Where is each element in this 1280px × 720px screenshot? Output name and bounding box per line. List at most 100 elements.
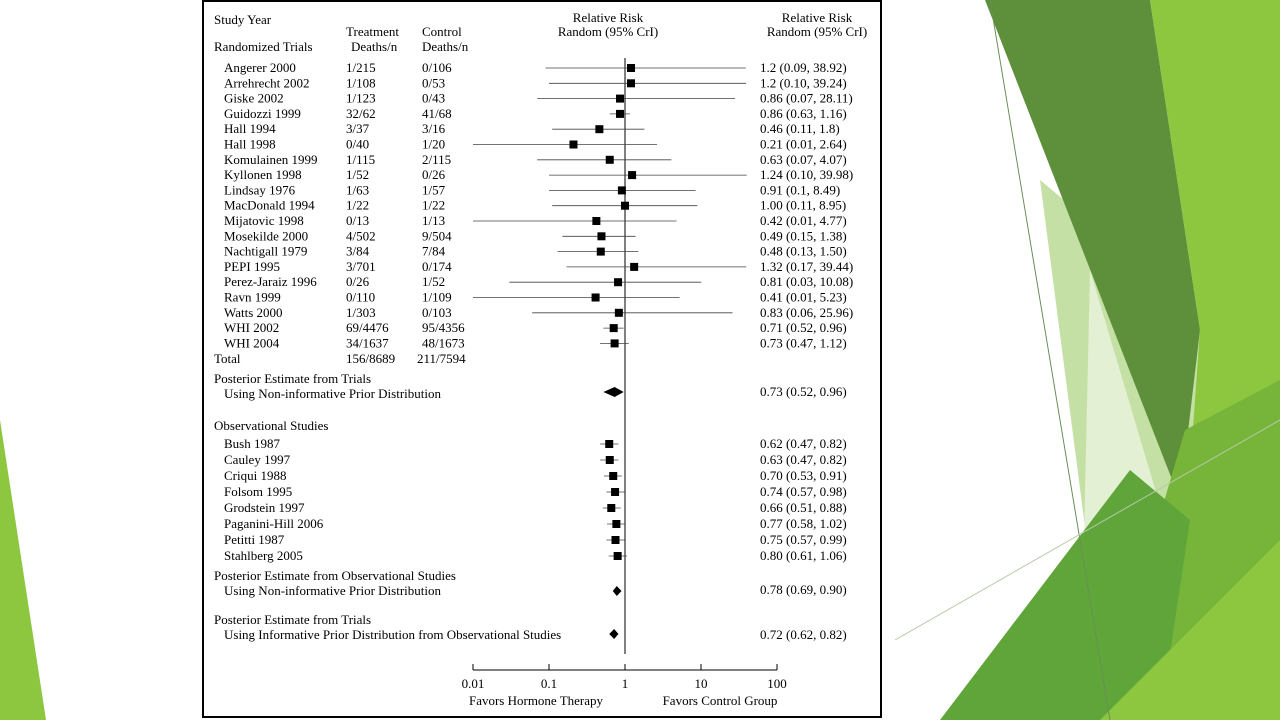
bottom-right-green-shape bbox=[1100, 540, 1280, 720]
posterior-obs-line1: Posterior Estimate from Observational St… bbox=[214, 568, 456, 583]
obs-study-name: Bush 1987 bbox=[224, 436, 280, 451]
axis-right-label: Favors Control Group bbox=[663, 693, 778, 708]
trial-study-name: Mosekilde 2000 bbox=[224, 228, 308, 243]
trial-point-estimate bbox=[609, 324, 618, 333]
trial-ci-text: 0.91 (0.1, 8.49) bbox=[760, 182, 840, 197]
trial-control: 0/103 bbox=[422, 305, 452, 320]
trial-ci-text: 1.32 (0.17, 39.44) bbox=[760, 259, 853, 274]
trial-treatment: 0/40 bbox=[346, 137, 369, 152]
trial-treatment: 3/84 bbox=[346, 244, 370, 259]
trial-ci-text: 0.42 (0.01, 4.77) bbox=[760, 213, 847, 228]
trial-control: 1/109 bbox=[422, 290, 452, 305]
trial-study-name: WHI 2004 bbox=[224, 335, 280, 350]
trial-treatment: 1/108 bbox=[346, 75, 376, 90]
header-treatment-1: Treatment bbox=[346, 24, 399, 39]
trial-point-estimate bbox=[621, 201, 629, 210]
trial-study-name: Komulainen 1999 bbox=[224, 152, 318, 167]
obs-ci-text: 0.66 (0.51, 0.88) bbox=[760, 500, 847, 515]
trial-control: 0/53 bbox=[422, 75, 445, 90]
right-bright-green-shape bbox=[1150, 0, 1280, 520]
trial-point-estimate bbox=[595, 125, 604, 134]
posterior-diamonds bbox=[603, 387, 624, 639]
obs-ci-text: 0.77 (0.58, 1.02) bbox=[760, 516, 847, 531]
trial-control: 3/16 bbox=[422, 121, 446, 136]
x-axis-tick-label: 1 bbox=[622, 676, 629, 691]
obs-point-estimate bbox=[605, 440, 614, 448]
trial-point-estimate bbox=[627, 79, 636, 88]
trial-ci-text: 1.24 (0.10, 39.98) bbox=[760, 167, 853, 182]
trial-point-estimate bbox=[614, 278, 623, 287]
trial-point-estimate bbox=[605, 155, 614, 164]
obs-point-estimate bbox=[607, 504, 616, 512]
trial-point-estimate bbox=[610, 339, 619, 348]
trial-ci-text: 0.73 (0.47, 1.12) bbox=[760, 335, 847, 350]
trial-ci-text: 0.48 (0.13, 1.50) bbox=[760, 244, 847, 259]
total-treatment: 156/8689 bbox=[346, 351, 395, 366]
obs-ci-text: 0.62 (0.47, 0.82) bbox=[760, 436, 847, 451]
bottom-green-shape bbox=[940, 470, 1190, 720]
posterior-trials-ci: 0.73 (0.52, 0.96) bbox=[760, 384, 847, 399]
trial-ci-text: 1.2 (0.10, 39.24) bbox=[760, 75, 847, 90]
trial-ci-text: 0.81 (0.03, 10.08) bbox=[760, 274, 853, 289]
trial-study-name: Ravn 1999 bbox=[224, 290, 281, 305]
total-label: Total bbox=[214, 351, 241, 366]
trial-point-estimate bbox=[614, 308, 623, 317]
trial-study-name: WHI 2002 bbox=[224, 320, 279, 335]
trial-point-estimate bbox=[592, 217, 601, 225]
obs-study-name: Cauley 1997 bbox=[224, 452, 291, 467]
header-control-2: Deaths/n bbox=[422, 39, 469, 54]
trial-study-name: Kyllonen 1998 bbox=[224, 167, 302, 182]
trial-ci-text: 0.63 (0.07, 4.07) bbox=[760, 152, 847, 167]
trial-point-estimate bbox=[616, 94, 625, 103]
trial-study-name: Arrehrecht 2002 bbox=[224, 75, 310, 90]
x-axis-tick-label: 10 bbox=[695, 676, 708, 691]
trial-study-name: Perez-Jaraiz 1996 bbox=[224, 274, 317, 289]
trial-control: 1/57 bbox=[422, 182, 446, 197]
trial-ci-text: 0.49 (0.15, 1.38) bbox=[760, 228, 847, 243]
obs-study-name: Stahlberg 2005 bbox=[224, 548, 303, 563]
trial-treatment: 1/303 bbox=[346, 305, 376, 320]
trial-ci-text: 1.2 (0.09, 38.92) bbox=[760, 60, 847, 75]
obs-point-estimate bbox=[609, 472, 618, 480]
trial-control: 1/20 bbox=[422, 137, 445, 152]
posterior-trials-line1: Posterior Estimate from Trials bbox=[214, 371, 371, 386]
obs-ci-text: 0.80 (0.61, 1.06) bbox=[760, 548, 847, 563]
trial-study-name: Giske 2002 bbox=[224, 91, 284, 106]
axis-left-label: Favors Hormone Therapy bbox=[469, 693, 604, 708]
header-rr-center-1: Relative Risk bbox=[573, 10, 644, 25]
trial-ci-text: 0.46 (0.11, 1.8) bbox=[760, 121, 840, 136]
trial-ci-text: 0.21 (0.01, 2.64) bbox=[760, 137, 847, 152]
x-axis: 0.01 0.1 1 10 100 bbox=[462, 664, 787, 691]
obs-point-estimate bbox=[611, 536, 620, 544]
trial-treatment: 1/22 bbox=[346, 198, 369, 213]
trial-control: 48/1673 bbox=[422, 335, 465, 350]
trial-rows: Angerer 2000 1/215 0/106 1.2 (0.09, 38.92) A… bbox=[224, 60, 853, 350]
trial-treatment: 34/1637 bbox=[346, 335, 389, 350]
trial-control: 0/174 bbox=[422, 259, 452, 274]
trial-point-estimate bbox=[591, 293, 600, 302]
trial-control: 9/504 bbox=[422, 228, 452, 243]
trial-study-name: Hall 1994 bbox=[224, 121, 276, 136]
trial-treatment: 0/26 bbox=[346, 274, 370, 289]
trial-study-name: Mijatovic 1998 bbox=[224, 213, 304, 228]
obs-ci-text: 0.75 (0.57, 0.99) bbox=[760, 532, 847, 547]
forest-plot: Study Year Randomized Trials Treatment D… bbox=[214, 10, 867, 708]
posterior-obs-ci: 0.78 (0.69, 0.90) bbox=[760, 582, 847, 597]
trial-study-name: MacDonald 1994 bbox=[224, 198, 315, 213]
posterior-inf-line1: Posterior Estimate from Trials bbox=[214, 612, 371, 627]
trial-point-estimate bbox=[617, 186, 626, 195]
trial-control: 7/84 bbox=[422, 244, 446, 259]
trial-treatment: 1/63 bbox=[346, 182, 369, 197]
trial-study-name: Hall 1998 bbox=[224, 137, 276, 152]
trial-study-name: Guidozzi 1999 bbox=[224, 106, 301, 121]
header-rr-center-2: Random (95% CrI) bbox=[558, 24, 658, 39]
posterior-obs-line2: Using Non-informative Prior Distribution bbox=[224, 583, 442, 598]
trial-point-estimate bbox=[569, 140, 578, 149]
trial-control: 0/106 bbox=[422, 60, 452, 75]
trial-control: 1/13 bbox=[422, 213, 445, 228]
right-dark-green-shape bbox=[985, 0, 1200, 500]
obs-study-name: Paganini-Hill 2006 bbox=[224, 516, 324, 531]
trial-treatment: 1/52 bbox=[346, 167, 369, 182]
trial-control: 1/52 bbox=[422, 274, 445, 289]
